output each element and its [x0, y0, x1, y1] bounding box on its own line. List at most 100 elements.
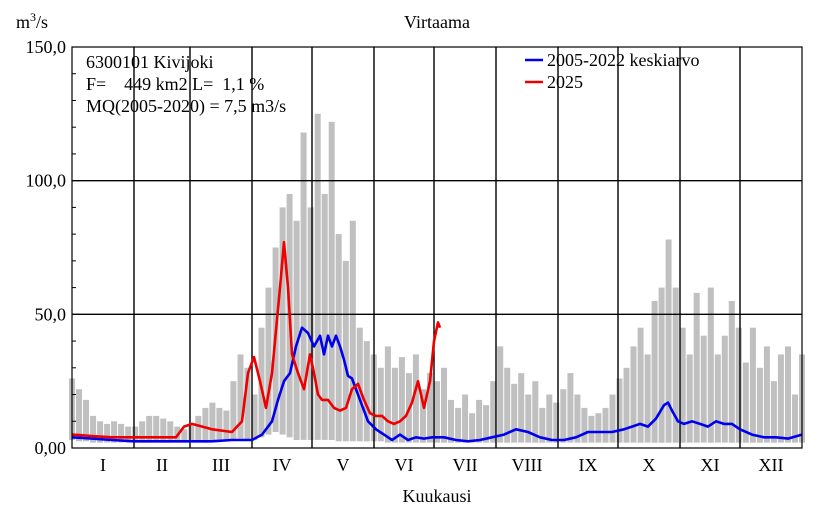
range-bar — [546, 394, 553, 443]
range-bar — [763, 346, 770, 443]
range-bar — [707, 287, 714, 443]
range-bar — [237, 354, 244, 439]
range-bar — [384, 346, 391, 443]
legend: 2005-2022 keskiarvo 2025 — [525, 50, 699, 92]
range-bar — [342, 260, 349, 442]
range-bar — [721, 335, 728, 443]
x-tick-label: IX — [579, 455, 598, 475]
range-bar — [293, 220, 300, 440]
range-bar — [644, 354, 651, 443]
y-tick-label: 0,00 — [35, 438, 67, 458]
x-axis-label: Kuukausi — [403, 486, 472, 506]
range-bar — [623, 367, 630, 443]
range-bar — [209, 402, 216, 442]
range-bar — [665, 239, 672, 443]
y-tick-label: 150,0 — [26, 37, 67, 57]
range-bar — [139, 421, 146, 443]
range-bar — [335, 234, 342, 442]
range-bar — [476, 399, 483, 443]
range-bar — [76, 389, 82, 442]
range-bar — [770, 381, 777, 443]
range-bar — [630, 346, 637, 443]
range-bar — [125, 426, 132, 443]
range-bar — [363, 341, 370, 442]
range-bar — [714, 354, 721, 443]
x-tick-label: VIII — [512, 455, 543, 475]
range-bar — [265, 287, 272, 435]
range-bar — [658, 287, 665, 443]
range-bar — [693, 292, 700, 443]
range-bar — [398, 357, 405, 443]
range-bar — [525, 394, 532, 443]
range-bar — [104, 423, 111, 443]
range-bar — [441, 367, 447, 443]
range-bar — [251, 394, 258, 440]
range-bar — [181, 429, 188, 443]
range-bar — [216, 407, 223, 440]
y-axis-label: m3/s — [16, 10, 48, 32]
y-axis-label-rest: /s — [36, 12, 48, 32]
range-bar — [792, 394, 798, 443]
range-bar — [434, 381, 440, 443]
y-tick-label: 50,0 — [35, 304, 67, 324]
range-bar — [756, 367, 763, 443]
range-bar — [195, 415, 202, 443]
range-bar — [560, 389, 567, 443]
range-bar — [111, 421, 118, 443]
range-bar — [160, 418, 167, 443]
range-bar — [97, 421, 104, 443]
x-tick-label: X — [643, 455, 656, 475]
range-bar — [595, 413, 602, 443]
range-bar — [412, 354, 419, 443]
range-bar — [188, 423, 195, 443]
range-bar — [118, 423, 125, 443]
range-band — [69, 113, 805, 443]
range-bar — [490, 381, 497, 443]
range-bar — [462, 394, 469, 443]
x-tick-label: IV — [273, 455, 292, 475]
range-bar — [532, 381, 539, 443]
x-tick-label: V — [337, 455, 350, 475]
range-bar — [153, 415, 160, 443]
range-bar — [132, 426, 139, 443]
y-axis-ticks: 0,00 50,0 100,0 150,0 — [26, 37, 80, 458]
range-bar — [448, 399, 454, 443]
chart-title: Virtaama — [404, 12, 470, 32]
x-tick-label: II — [156, 455, 168, 475]
range-bar — [391, 367, 398, 443]
y-tick-label: 100,0 — [26, 171, 67, 191]
station-area: F= 449 km2 L= 1,1 % — [86, 74, 264, 94]
range-bar — [728, 301, 735, 443]
range-bar — [637, 327, 644, 443]
range-bar — [314, 113, 321, 440]
range-bar — [609, 394, 616, 443]
range-bar — [504, 367, 511, 443]
range-bar — [553, 402, 560, 443]
range-bar — [83, 399, 89, 442]
range-bar — [377, 367, 384, 442]
range-bar — [279, 207, 286, 435]
grid — [72, 47, 802, 448]
series-line — [71, 326, 803, 443]
range-bar — [651, 301, 658, 443]
series-line — [71, 240, 442, 439]
range-bar — [588, 415, 595, 443]
range-bar — [581, 407, 588, 443]
legend-label-mean: 2005-2022 keskiarvo — [547, 50, 699, 70]
range-bar — [602, 407, 609, 443]
range-bar — [223, 410, 230, 440]
legend-label-current: 2025 — [547, 72, 583, 92]
y-axis-label-base: m — [16, 12, 30, 32]
range-bar — [686, 354, 693, 443]
range-bar — [90, 415, 97, 443]
range-bar — [567, 373, 574, 443]
x-tick-label: XI — [701, 455, 720, 475]
range-bar — [539, 407, 546, 443]
range-bar — [742, 362, 749, 443]
range-bar — [202, 407, 209, 443]
range-bar — [230, 381, 237, 440]
range-bar — [244, 367, 251, 440]
range-bar — [328, 121, 335, 441]
range-bar — [574, 394, 581, 443]
series-group — [71, 240, 803, 443]
